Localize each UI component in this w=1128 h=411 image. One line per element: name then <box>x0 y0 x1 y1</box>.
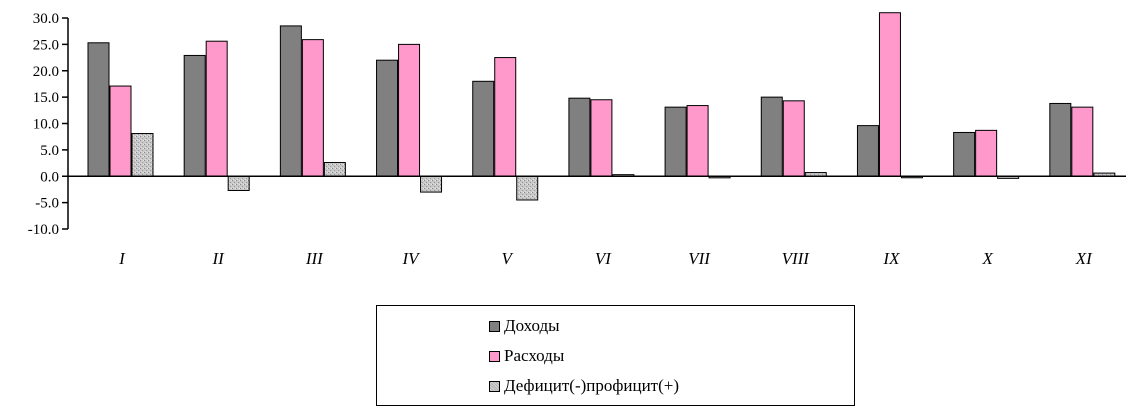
x-category-label: II <box>212 249 226 268</box>
bar-expenses <box>301 39 324 177</box>
legend-swatch-income <box>489 320 500 332</box>
y-tick-label: 10.0 <box>33 117 59 133</box>
bar-expenses <box>205 40 228 177</box>
bar-balance <box>131 133 154 177</box>
bar-income <box>568 97 591 177</box>
bar-balance <box>516 175 539 201</box>
legend-label-expenses: Расходы <box>504 346 565 365</box>
x-category-label: IX <box>882 249 900 268</box>
bar-balance <box>227 175 250 191</box>
bar-income <box>664 106 687 177</box>
legend-swatch-expenses <box>489 350 500 362</box>
bar-balance <box>420 175 443 193</box>
x-axis: I II III IV V VI VII VIII IX X XI <box>68 175 1126 268</box>
y-axis: 30.0 25.0 20.0 15.0 10.0 5.0 0.0 -5.0 -10.0 <box>28 11 69 238</box>
x-category-label: X <box>981 249 993 268</box>
legend-label-income: Доходы <box>504 316 560 335</box>
x-category-label: XI <box>1075 249 1093 268</box>
bar-income <box>472 80 495 177</box>
y-tick-label: 0.0 <box>40 169 59 185</box>
bar-income <box>760 96 783 177</box>
bar-income <box>1049 102 1072 177</box>
bar-expenses <box>590 99 613 177</box>
y-tick-label: -10.0 <box>28 222 59 238</box>
bar-expenses <box>109 85 132 177</box>
bar-expenses <box>975 129 998 177</box>
legend: Доходы Расходы Дефицит(-)профицит(+) <box>376 305 855 406</box>
legend-item-income: Доходы <box>489 316 560 336</box>
y-tick-label: 5.0 <box>40 143 59 159</box>
bar-expenses <box>1071 106 1094 177</box>
x-category-label: IV <box>402 249 422 268</box>
bar-income <box>856 125 879 177</box>
x-category-label: VII <box>688 249 711 268</box>
x-category-label: III <box>305 249 324 268</box>
y-tick-label: 20.0 <box>33 64 59 80</box>
y-tick-label: -5.0 <box>35 196 59 212</box>
x-category-label: VI <box>595 249 612 268</box>
x-category-label: V <box>502 249 515 268</box>
bar-income <box>87 42 110 177</box>
legend-item-balance: Дефицит(-)профицит(+) <box>489 376 679 396</box>
bar-expenses <box>398 43 421 177</box>
bar-expenses <box>494 57 517 177</box>
bar-income <box>279 25 302 177</box>
bar-balance <box>323 162 346 177</box>
legend-label-balance: Дефицит(-)профицит(+) <box>504 376 680 395</box>
bar-expenses <box>782 100 805 177</box>
legend-swatch-balance <box>489 380 500 392</box>
y-tick-label: 30.0 <box>33 11 59 27</box>
legend-item-expenses: Расходы <box>489 346 564 366</box>
x-category-label: I <box>118 249 126 268</box>
bar-income <box>376 59 399 177</box>
bars <box>87 12 1116 201</box>
bar-income <box>953 131 976 177</box>
bar-chart: 30.025.020.015.010.05.00.0-5.0-10.0 I II I… <box>28 11 1126 268</box>
y-tick-label: 25.0 <box>33 37 59 53</box>
y-tick-label: 15.0 <box>33 90 59 106</box>
bar-income <box>183 54 206 177</box>
bar-expenses <box>686 105 709 177</box>
x-category-label: VIII <box>782 249 811 268</box>
bar-expenses <box>878 12 901 177</box>
